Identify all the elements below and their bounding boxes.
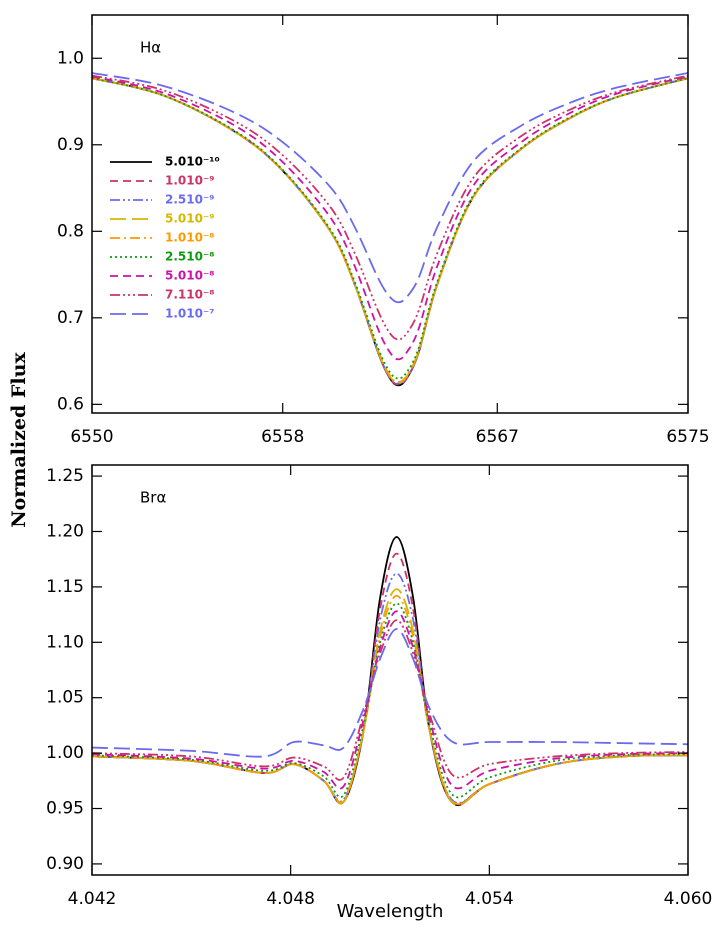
y-tick-label: 0.7 (57, 308, 84, 328)
legend-label: 2.510⁻⁸ (165, 250, 215, 264)
series-line (92, 588, 688, 806)
series-line (92, 536, 688, 806)
y-tick-label: 1.00 (46, 743, 84, 763)
series-line (92, 72, 688, 304)
x-tick-label: 6567 (476, 427, 519, 447)
series-line (92, 552, 688, 805)
x-tick-label: 6558 (261, 427, 304, 447)
x-tick-label: 4.048 (266, 889, 315, 909)
y-tick-label: 1.10 (46, 632, 84, 652)
series-line (92, 602, 688, 799)
legend-label: 5.010⁻⁹ (165, 212, 215, 226)
series-line (92, 74, 688, 341)
annotation: Hα (140, 39, 161, 57)
series-line (92, 619, 688, 781)
y-tick-label: 1.20 (46, 521, 84, 541)
x-tick-label: 4.042 (68, 889, 117, 909)
legend-label: 1.010⁻⁷ (165, 307, 215, 321)
plot-area (92, 536, 688, 806)
series-line (92, 594, 688, 805)
series-line (92, 77, 688, 383)
legend-label: 1.010⁻⁹ (165, 174, 215, 188)
y-tick-label: 1.25 (46, 466, 84, 486)
legend-label: 5.010⁻¹⁰ (165, 155, 220, 169)
y-tick-label: 1.0 (57, 48, 84, 68)
series-line (92, 572, 688, 804)
x-tick-label: 4.054 (465, 889, 514, 909)
y-tick-label: 0.8 (57, 221, 84, 241)
annotation: Brα (140, 489, 166, 507)
legend-label: 5.010⁻⁸ (165, 269, 215, 283)
plot-area (92, 72, 688, 387)
series-line (92, 628, 688, 758)
y-tick-label: 0.90 (46, 854, 84, 874)
y-axis-title: Normalized Flux (8, 352, 30, 528)
x-tick-label: 6575 (666, 427, 709, 447)
legend-label: 7.110⁻⁸ (165, 288, 215, 302)
x-axis-title: Wavelength (337, 901, 444, 922)
legend-label: 1.010⁻⁸ (165, 231, 215, 245)
x-tick-label: 6550 (70, 427, 113, 447)
x-tick-label: 4.060 (664, 889, 713, 909)
y-tick-label: 1.15 (46, 577, 84, 597)
series-line (92, 75, 688, 361)
plot-frame (91, 464, 689, 876)
legend-label: 2.510⁻⁹ (165, 193, 215, 207)
y-tick-label: 0.6 (57, 394, 84, 414)
series-line (92, 77, 688, 385)
y-tick-label: 0.9 (57, 135, 84, 155)
y-tick-label: 0.95 (46, 799, 84, 819)
y-tick-label: 1.05 (46, 688, 84, 708)
plot-frame (91, 14, 689, 414)
series-line (92, 610, 688, 790)
